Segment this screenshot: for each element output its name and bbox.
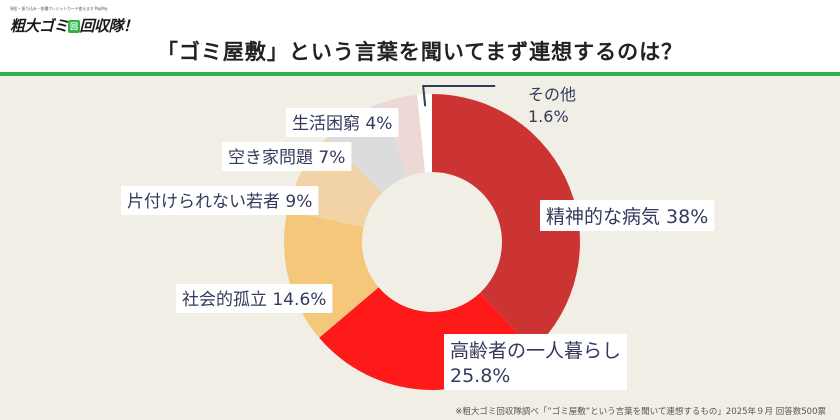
data-label-text: その他 (528, 85, 576, 104)
data-label-text: 片付けられない若者 9% (127, 192, 312, 212)
logo-tagline: 現金・振り込み・各種クレジットカード使えます PayPay (10, 6, 108, 11)
data-label-text: 生活困窮 4% (292, 114, 392, 134)
data-label-bg (540, 200, 715, 231)
data-label-2: 高齢者の一人暮らし 25.8% (444, 334, 628, 390)
data-label-text: 社会的孤立 14.6% (182, 290, 326, 310)
source-note: ※粗大ゴミ回収隊調べ「”ゴミ屋敷”という言葉を聞いて連想するもの」2025年９月… (455, 407, 826, 417)
data-label-bg (176, 284, 333, 313)
data-label-text: 空き家問題 7% (228, 148, 345, 168)
data-label-1: 精神的な病気 38% (540, 200, 715, 231)
slice-7[interactable] (417, 94, 432, 173)
data-label-bg (444, 334, 628, 390)
data-label-4: 片付けられない若者 9% (121, 186, 319, 215)
page-title: 「ゴミ屋敷」という言葉を聞いてまず連想するのは？ (156, 40, 684, 64)
slice-1[interactable] (432, 94, 580, 350)
logo-badge: 回 (68, 20, 80, 33)
data-label-6: 生活困窮 4% (286, 108, 399, 137)
data-label-bg (286, 108, 399, 137)
data-label-text: 高齢者の一人暮らし (450, 340, 621, 362)
logo-name: 粗大ゴミ (10, 17, 69, 35)
logo-suffix: 回収隊！ (79, 17, 139, 35)
title-underline (0, 72, 840, 76)
leader-line-other (422, 85, 496, 107)
data-label-bg (121, 186, 319, 215)
logo[interactable]: 現金・振り込み・各種クレジットカード使えます PayPay 粗大ゴミ回回収隊！ (8, 4, 138, 40)
data-label-text: 精神的な病気 38% (546, 206, 708, 228)
data-label-value: 1.6% (528, 107, 569, 126)
header: 現金・振り込み・各種クレジットカード使えます PayPay 粗大ゴミ回回収隊！ … (0, 0, 840, 76)
logo-text: 粗大ゴミ回回収隊！ (10, 15, 138, 36)
data-label-7: その他 1.6% (528, 85, 576, 126)
data-label-bg (222, 142, 352, 171)
data-label-5: 空き家問題 7% (222, 142, 352, 171)
data-label-value: 25.8% (450, 365, 510, 387)
data-label-3: 社会的孤立 14.6% (176, 284, 333, 313)
